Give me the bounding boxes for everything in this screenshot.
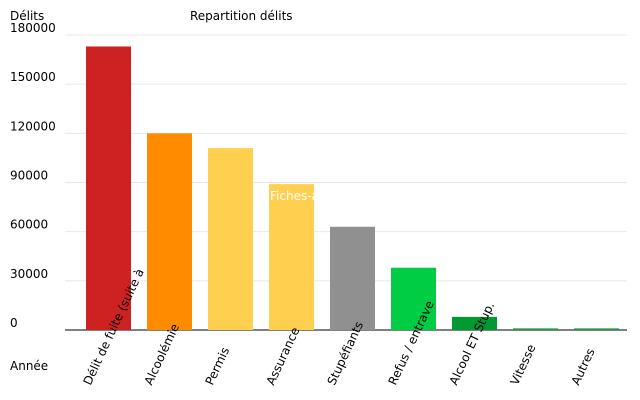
bar [208,148,253,330]
y-tick-label: 90000 [10,169,48,183]
y-tick-label: 120000 [10,119,56,133]
bar [574,328,619,330]
bar [452,316,497,330]
y-tick-label: 30000 [10,267,48,281]
x-tick-label: Alcool ET Stup. [447,300,498,388]
x-axis-label: Année [10,359,48,373]
y-axis-label: Délits [10,9,44,23]
bar [391,267,436,330]
x-tick-label: Alcoolémie [142,322,183,388]
x-tick-label: Vitesse [508,342,539,387]
bar [513,328,558,330]
y-tick-label: 150000 [10,70,56,84]
bar [147,133,192,330]
x-tick-label: Autres [569,346,598,387]
y-tick-label: 60000 [10,218,48,232]
bar [269,184,314,330]
bar [330,226,375,330]
bar [86,46,131,330]
watermark: Fiches-auto.fr [270,189,351,203]
y-tick-label: 180000 [10,21,56,35]
y-tick-label: 0 [10,316,18,330]
chart-title: Repartition délits [190,9,293,23]
x-tick-label: Assurance [264,325,303,387]
x-tick-label: Permis [203,345,233,387]
